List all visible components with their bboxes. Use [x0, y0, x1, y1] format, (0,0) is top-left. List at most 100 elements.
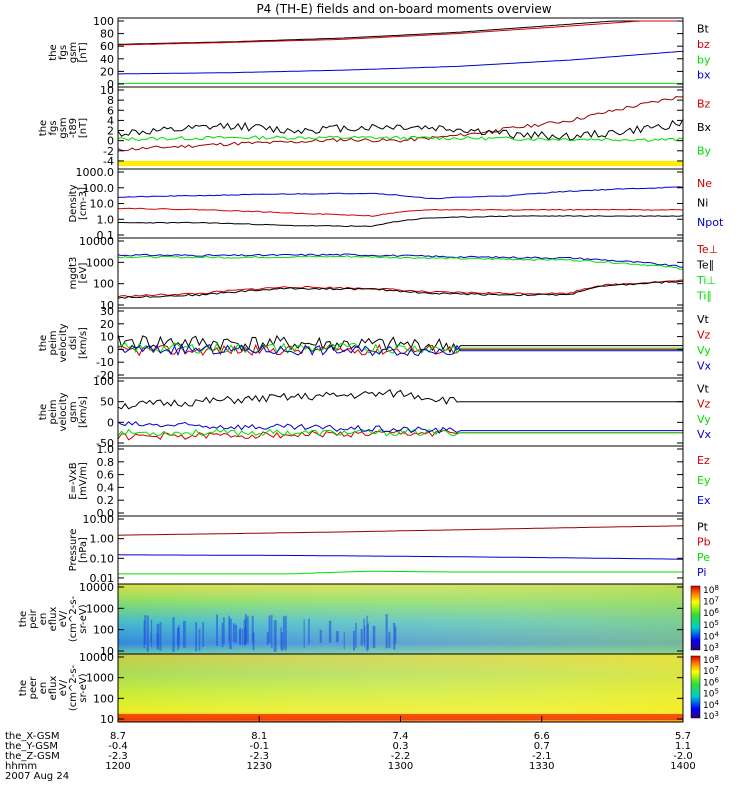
y-axis-label: eflux [48, 676, 59, 701]
y-tick-label: 0 [107, 135, 114, 148]
y-axis-label: en [38, 682, 49, 695]
y-tick-label: 10 [100, 331, 114, 344]
legend-entry: Bx [697, 121, 712, 134]
legend-entry: Vt [697, 313, 710, 326]
y-tick-label: 40 [100, 53, 114, 66]
series-line-Te∥ [117, 280, 684, 299]
series-line-Ni [117, 215, 684, 228]
y-tick-label: 100 [93, 278, 114, 291]
x-tick-label: 6.6 [534, 731, 550, 742]
panel-frame [117, 445, 684, 517]
colorbar [690, 655, 701, 719]
x-tick-label: 7.4 [393, 731, 409, 742]
legend-entry: Bz [697, 97, 711, 110]
y-axis-label: Density [68, 184, 79, 222]
colorbar-tick-label: 106 [703, 676, 719, 688]
y-tick-label: 100 [93, 375, 114, 388]
x-tick-label: 8.7 [110, 731, 126, 742]
y-axis-label: peim [48, 399, 59, 424]
y-tick-label: 60 [100, 40, 114, 53]
y-axis-label: [eV] [78, 263, 89, 284]
series-line-Bx [117, 118, 684, 141]
y-tick-label: 4 [107, 114, 114, 127]
y-tick-label: 0.8 [97, 456, 115, 469]
panel-pressure: 0.01 0.10 1.00 10.00 Pressure [nPa] Pt Pb Pe Pi [68, 513, 711, 585]
legend-entry: Ez [697, 454, 710, 467]
panel-efield: 0.00.20.40.60.81.0 E=-VxB [mV/m] Ez Ey Ex [68, 443, 711, 520]
panel-peim_velocity_gsm: -50 0 50 100 the peim velocity gsm [km/s] Vt Vz Vy V… [38, 375, 712, 450]
y-tick-label: 10 [100, 84, 114, 97]
y-tick-label: 100 [93, 624, 114, 637]
x-row-label: the_Y-GSM [5, 741, 58, 752]
x-tick-label: -2.3 [108, 751, 128, 762]
y-axis-label: sr-eV) [78, 673, 89, 702]
series-line-Ti⊥ [117, 253, 684, 268]
heatmap-overlay [118, 584, 683, 654]
y-axis-label: the [38, 404, 49, 420]
legend-entry: Pi [697, 566, 706, 579]
x-tick-label: 1230 [247, 761, 272, 772]
y-tick-label: 50 [100, 396, 114, 409]
series-line-bx [118, 50, 684, 75]
legend-entry: Ti⊥ [696, 274, 716, 287]
y-tick-label: 10.0 [90, 198, 115, 211]
y-axis-label: eflux [48, 607, 59, 632]
figure-title: P4 (TH-E) fields and on-board moments ov… [256, 2, 551, 16]
legend-entry: Vz [697, 328, 711, 341]
x-tick-label: 1330 [529, 761, 554, 772]
legend-entry: Vy [697, 344, 711, 357]
y-tick-label: -50 [96, 437, 114, 450]
legend-entry: By [697, 144, 712, 157]
series-line-Vx [117, 343, 683, 357]
legend-entry: Te⊥ [696, 243, 718, 256]
y-axis-label: gsm [68, 401, 79, 422]
series-line-Bt [117, 20, 683, 45]
y-axis-label: the [18, 611, 29, 627]
colorbar-tick-label: 103 [703, 642, 719, 654]
x-tick-label: 1300 [388, 761, 413, 772]
x-tick-label: -0.4 [108, 741, 128, 752]
y-axis-label: peim [48, 330, 59, 355]
y-tick-label: 0.01 [90, 572, 115, 585]
series-line-Bz [117, 96, 683, 152]
y-axis-label: (cm^2-s- [68, 664, 79, 711]
y-tick-label: -4 [103, 155, 114, 168]
x-tick-label: 1400 [670, 761, 695, 772]
y-axis-label: (cm^2-s- [68, 595, 79, 642]
legend-entry: Ni [697, 197, 708, 210]
y-axis-label: Pressure [68, 529, 79, 572]
y-tick-label: -10 [96, 356, 114, 369]
legend-entry: bz [697, 38, 710, 51]
y-tick-label: 1000.0 [76, 166, 115, 179]
legend-entry: Pe [697, 551, 710, 564]
y-tick-label: 10 [100, 299, 114, 312]
y-tick-label: 0 [107, 343, 114, 356]
x-tick-label: -2.1 [532, 751, 552, 762]
y-axis-label: [km/s] [78, 327, 89, 359]
y-tick-label: 10.00 [83, 513, 115, 526]
heatmap-overlay [118, 654, 683, 722]
y-axis-label: dsl [68, 336, 79, 350]
legend-entry: Pb [697, 536, 711, 549]
y-tick-label: 20 [100, 318, 114, 331]
colorbar-tick-label: 104 [703, 699, 719, 711]
x-tick-label: 1200 [105, 761, 130, 772]
legend-entry: Te∥ [696, 258, 714, 271]
y-tick-label: 1000 [86, 602, 114, 615]
x-tick-label: -2.3 [249, 751, 269, 762]
legend-entry: Ti∥ [696, 290, 712, 303]
series-line-Ne [117, 207, 684, 217]
y-axis-label: gsm [58, 117, 69, 138]
y-axis-label: fgs [48, 120, 59, 135]
y-axis-label: [nT] [78, 42, 89, 62]
x-tick-label: 0.7 [534, 741, 550, 752]
legend-entry: Ex [697, 494, 711, 507]
x-row-label: 2007 Aug 24 [5, 771, 69, 782]
legend-entry: Vy [697, 413, 711, 426]
y-tick-label: 80 [100, 28, 114, 41]
